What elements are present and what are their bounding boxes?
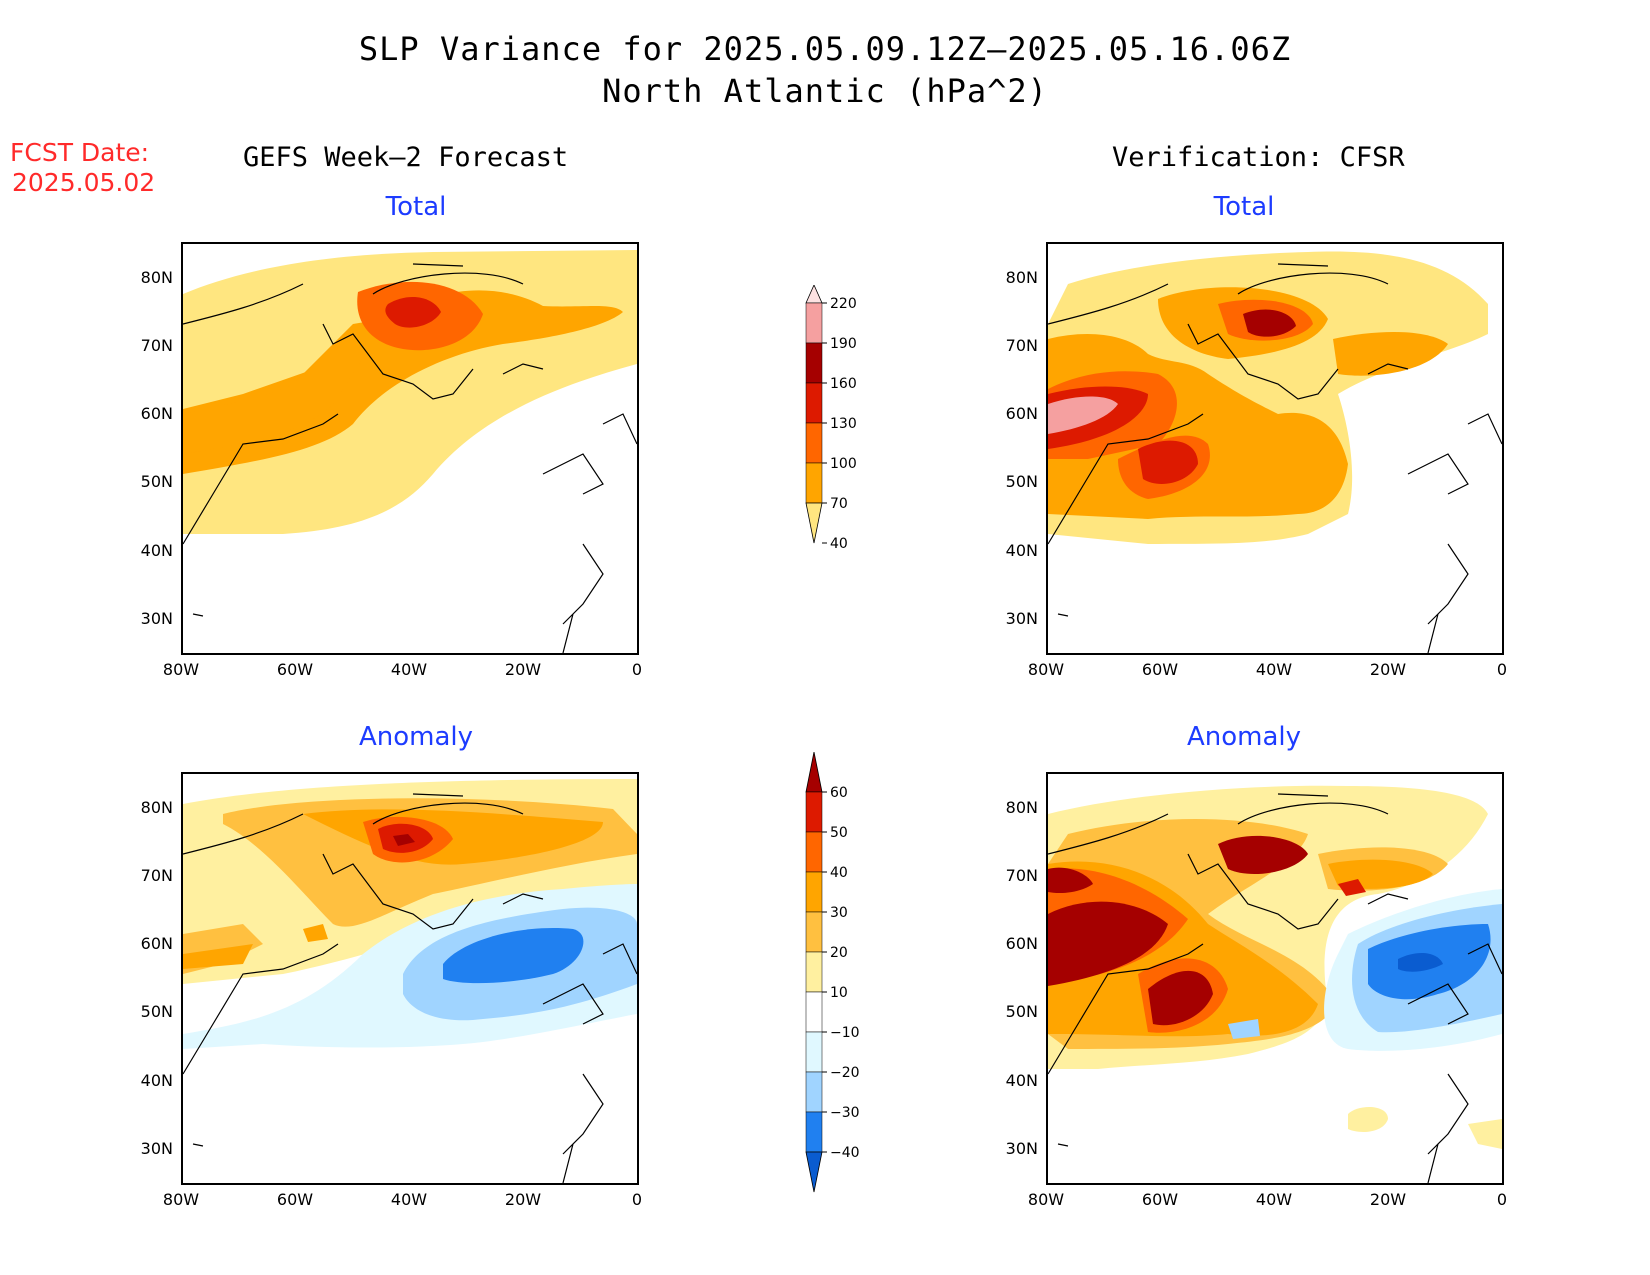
colorbar-segment bbox=[805, 831, 823, 873]
lon-tick-label: 20W bbox=[1369, 1190, 1407, 1209]
verification-total-title: Total bbox=[1213, 192, 1275, 222]
lon-tick-label: 60W bbox=[1141, 660, 1179, 679]
forecast-total-title: Total bbox=[385, 192, 447, 222]
lat-tick-label: 80N bbox=[140, 798, 173, 817]
colorbar-segment bbox=[805, 871, 823, 913]
fcst-date-value: 2025.05.02 bbox=[12, 168, 156, 197]
colorbar-label: 130 bbox=[830, 416, 857, 432]
colorbar-label: 100 bbox=[830, 456, 857, 472]
colorbar-label: 190 bbox=[830, 336, 857, 352]
colorbar-bottom-triangle bbox=[805, 1151, 823, 1193]
colorbar-segment bbox=[805, 422, 823, 464]
lon-tick-label: 20W bbox=[504, 660, 542, 679]
right-column-title: Verification: CFSR bbox=[1112, 142, 1405, 173]
verification-anomaly-title: Anomaly bbox=[1186, 722, 1302, 752]
lon-tick-label: 60W bbox=[276, 660, 314, 679]
colorbar-top-triangle bbox=[805, 752, 823, 793]
colorbar-segment bbox=[805, 302, 823, 344]
lat-tick-label: 60N bbox=[1005, 404, 1038, 423]
colorbar-label: 220 bbox=[830, 296, 857, 312]
lon-tick-label: 60W bbox=[276, 1190, 314, 1209]
lat-tick-label: 50N bbox=[1005, 472, 1038, 491]
colorbar-label: −10 bbox=[830, 1025, 860, 1041]
colorbar-segment bbox=[805, 911, 823, 953]
lat-tick-label: 70N bbox=[1005, 336, 1038, 355]
lat-tick-label: 30N bbox=[140, 1139, 173, 1158]
colorbar-segment bbox=[805, 1071, 823, 1113]
lat-tick-label: 80N bbox=[1005, 268, 1038, 287]
lat-tick-label: 80N bbox=[1005, 798, 1038, 817]
main-title: SLP Variance for 2025.05.09.12Z–2025.05.… bbox=[358, 30, 1292, 68]
colorbar-label: 30 bbox=[830, 905, 848, 921]
lon-tick-label: 20W bbox=[504, 1190, 542, 1209]
forecast-total-map bbox=[181, 242, 639, 655]
colorbar-label: 20 bbox=[830, 945, 848, 961]
colorbar-label: 10 bbox=[830, 985, 848, 1001]
anomaly-colorbar: 60 50 40 30 20 10 −10 −20 −30 −40 bbox=[805, 752, 860, 1193]
lon-tick-label: 80W bbox=[1027, 660, 1065, 679]
colorbar-label: 40 bbox=[830, 865, 848, 881]
lat-tick-label: 70N bbox=[140, 336, 173, 355]
colorbar-segment bbox=[805, 342, 823, 384]
lat-tick-label: 40N bbox=[1005, 1071, 1038, 1090]
lon-tick-label: 0 bbox=[1496, 1190, 1508, 1209]
lat-tick-label: 40N bbox=[140, 1071, 173, 1090]
lon-tick-label: 40W bbox=[1255, 660, 1293, 679]
lat-tick-label: 50N bbox=[140, 1002, 173, 1021]
lon-tick-label: 80W bbox=[162, 660, 200, 679]
left-column-title: GEFS Week–2 Forecast bbox=[243, 142, 569, 173]
colorbar-label: 160 bbox=[830, 376, 857, 392]
colorbar-label: −20 bbox=[830, 1065, 860, 1081]
lon-tick-label: 0 bbox=[631, 1190, 643, 1209]
lon-tick-label: 40W bbox=[390, 1190, 428, 1209]
forecast-anomaly-map bbox=[181, 772, 639, 1185]
verification-total-map bbox=[1046, 242, 1504, 655]
lat-tick-label: 50N bbox=[1005, 1002, 1038, 1021]
colorbar-bottom-triangle bbox=[805, 502, 823, 544]
lat-tick-label: 40N bbox=[1005, 541, 1038, 560]
colorbar-segment bbox=[805, 1111, 823, 1153]
lat-tick-label: 70N bbox=[140, 866, 173, 885]
forecast-anomaly-title: Anomaly bbox=[358, 722, 474, 752]
lat-tick-label: 30N bbox=[140, 609, 173, 628]
colorbar-segment bbox=[805, 1031, 823, 1073]
lon-tick-label: 60W bbox=[1141, 1190, 1179, 1209]
fcst-date-label: FCST Date: bbox=[10, 138, 150, 167]
lon-tick-label: 0 bbox=[1496, 660, 1508, 679]
colorbar-top-triangle bbox=[805, 285, 823, 304]
lat-tick-label: 70N bbox=[1005, 866, 1038, 885]
lat-tick-label: 60N bbox=[1005, 934, 1038, 953]
lon-tick-label: 40W bbox=[1255, 1190, 1293, 1209]
lat-tick-label: 60N bbox=[140, 404, 173, 423]
colorbar-label: 50 bbox=[830, 825, 848, 841]
lat-tick-label: 60N bbox=[140, 934, 173, 953]
colorbar-segment bbox=[805, 382, 823, 424]
colorbar-label: 40 bbox=[830, 536, 848, 552]
colorbar-label: −40 bbox=[830, 1145, 860, 1161]
colorbar-label: −30 bbox=[830, 1105, 860, 1121]
lat-tick-label: 50N bbox=[140, 472, 173, 491]
lon-tick-label: 40W bbox=[390, 660, 428, 679]
lon-tick-label: 20W bbox=[1369, 660, 1407, 679]
colorbar-segment bbox=[805, 462, 823, 504]
lon-tick-label: 80W bbox=[1027, 1190, 1065, 1209]
verification-anomaly-map bbox=[1046, 772, 1504, 1185]
lat-tick-label: 30N bbox=[1005, 609, 1038, 628]
main-subtitle: North Atlantic (hPa^2) bbox=[602, 72, 1048, 110]
colorbar-label: 70 bbox=[830, 496, 848, 512]
colorbar-segment bbox=[805, 951, 823, 993]
colorbar-label: 60 bbox=[830, 785, 848, 801]
lat-tick-label: 80N bbox=[140, 268, 173, 287]
colorbar-segment bbox=[805, 791, 823, 833]
lat-tick-label: 40N bbox=[140, 541, 173, 560]
total-colorbar: 220 190 160 130 100 70 40 bbox=[805, 285, 857, 552]
lon-tick-label: 80W bbox=[162, 1190, 200, 1209]
colorbar-segment bbox=[805, 991, 823, 1033]
lat-tick-label: 30N bbox=[1005, 1139, 1038, 1158]
lon-tick-label: 0 bbox=[631, 660, 643, 679]
